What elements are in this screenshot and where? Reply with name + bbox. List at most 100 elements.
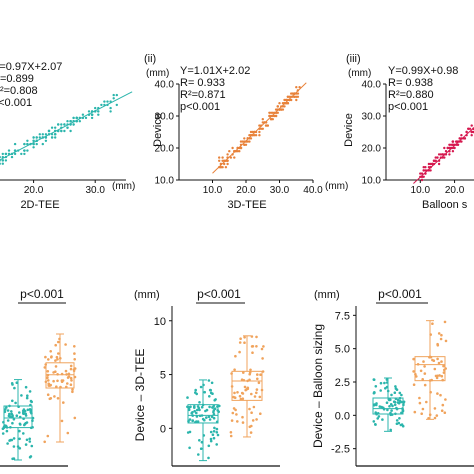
data-point — [217, 410, 220, 414]
regression-line — [0, 91, 133, 161]
data-point — [448, 146, 451, 150]
data-point — [428, 355, 432, 359]
data-point — [398, 399, 402, 403]
data-point — [22, 417, 25, 421]
data-point — [208, 388, 212, 392]
data-point — [372, 420, 376, 423]
data-point — [23, 423, 26, 427]
y-unit: (mm) — [348, 68, 371, 79]
data-point — [208, 405, 211, 409]
data-point — [243, 385, 247, 389]
data-point — [422, 175, 425, 178]
data-point — [209, 439, 213, 443]
data-point — [195, 415, 199, 418]
data-point — [397, 401, 401, 405]
data-point — [396, 398, 400, 402]
data-point — [243, 341, 246, 345]
data-point — [198, 414, 202, 418]
data-point — [78, 120, 82, 123]
data-point — [50, 136, 54, 139]
data-point — [50, 126, 54, 129]
data-point — [236, 391, 239, 394]
data-point — [115, 103, 119, 107]
data-point — [467, 127, 470, 130]
y-axis-label: Device — [343, 113, 355, 147]
data-point — [468, 127, 472, 130]
y-tick-label: 30.0 — [155, 112, 175, 123]
data-point — [212, 412, 216, 416]
data-point — [223, 162, 226, 166]
data-point — [393, 400, 397, 404]
data-point — [226, 159, 229, 162]
data-point — [434, 156, 437, 159]
box-groups — [186, 335, 265, 462]
data-point — [398, 417, 401, 420]
data-point — [281, 102, 285, 105]
data-point — [64, 369, 68, 373]
box-group — [186, 379, 221, 462]
data-point — [1, 152, 4, 156]
data-point — [421, 407, 425, 411]
data-point — [11, 414, 14, 417]
data-point — [211, 406, 214, 409]
data-point — [196, 405, 200, 408]
data-point — [53, 395, 56, 398]
data-point — [213, 426, 216, 430]
data-point — [13, 152, 17, 156]
data-point — [228, 150, 231, 153]
data-point — [12, 445, 16, 448]
data-point — [422, 169, 425, 172]
data-point — [244, 143, 248, 146]
data-point — [209, 430, 213, 434]
data-point — [394, 385, 397, 388]
data-point — [387, 397, 391, 401]
data-point — [226, 162, 229, 166]
data-point — [10, 438, 14, 442]
data-point — [429, 169, 432, 172]
data-point — [20, 394, 23, 397]
data-point — [416, 363, 420, 366]
data-point — [2, 426, 6, 430]
data-point — [244, 388, 247, 392]
data-point — [115, 93, 119, 97]
y-tick-label: 20.0 — [362, 144, 382, 155]
data-point — [248, 407, 251, 411]
data-point — [194, 388, 197, 392]
data-point — [460, 140, 463, 143]
data-point — [46, 434, 50, 438]
data-point — [229, 431, 233, 434]
data-point — [218, 404, 221, 408]
data-point — [2, 420, 5, 424]
scatter-panel-balloon-sizing: (iii) (mm) Device Y=0.99X+0.98 R= 0.938 … — [343, 53, 474, 211]
data-point — [261, 370, 265, 373]
data-point — [398, 396, 402, 400]
data-point — [379, 381, 383, 385]
data-point — [60, 419, 64, 423]
data-point — [276, 111, 279, 115]
data-point — [439, 337, 443, 341]
y-tick-label: 2.5 — [335, 377, 350, 389]
data-point — [402, 403, 405, 407]
data-point — [214, 398, 217, 401]
data-point — [56, 358, 59, 361]
box-group — [372, 377, 406, 432]
data-point — [6, 442, 9, 445]
data-point — [235, 413, 238, 416]
data-point — [21, 411, 25, 415]
data-point — [97, 113, 100, 116]
x-tick-label: 20.0 — [236, 185, 256, 196]
y-tick-labels: 0 5 10 — [154, 316, 172, 435]
data-point — [55, 385, 58, 389]
data-point — [418, 396, 421, 400]
data-point — [24, 443, 28, 446]
data-point — [259, 373, 262, 377]
data-point — [373, 391, 376, 395]
data-point — [253, 134, 256, 137]
data-point — [229, 156, 233, 159]
data-points — [0, 93, 119, 165]
y-tick-label: 0 — [160, 423, 166, 435]
data-point — [200, 405, 204, 409]
data-point — [241, 392, 245, 395]
data-point — [286, 102, 290, 105]
y-axis-label: Device – 3D-TEE — [133, 349, 147, 442]
